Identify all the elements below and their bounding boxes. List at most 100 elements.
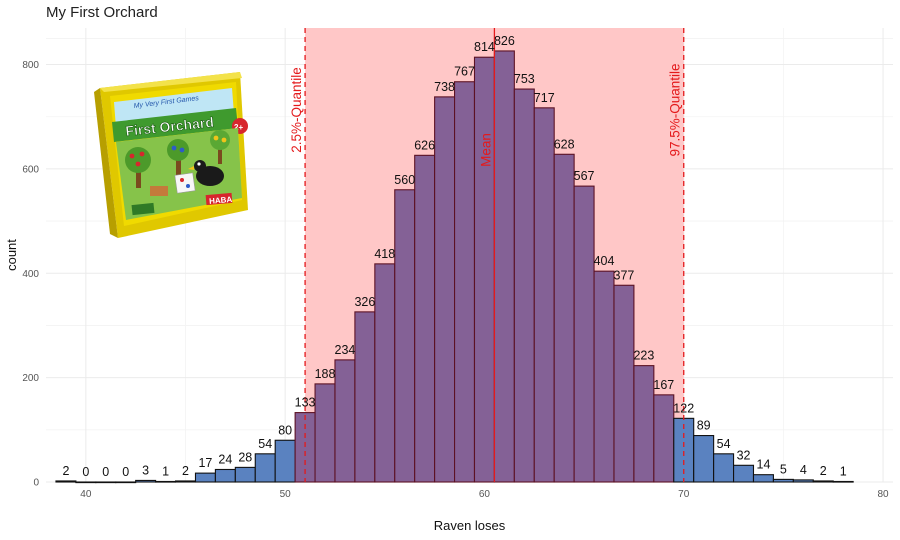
- bar-value-label: 626: [414, 138, 435, 152]
- histogram-bar: [394, 189, 416, 483]
- bar-value-label: 0: [102, 465, 109, 479]
- histogram-bar: [473, 56, 495, 483]
- reference-line-label: 2.5%-Quantile: [289, 67, 304, 153]
- histogram-bar: [513, 88, 535, 483]
- y-tick-label: 400: [22, 269, 39, 280]
- x-tick-label: 70: [678, 489, 690, 500]
- bar-value-label: 54: [717, 437, 731, 451]
- histogram-bar: [573, 185, 595, 483]
- histogram-bar: [454, 81, 476, 483]
- histogram-bar: [334, 359, 356, 483]
- reference-line-layer: 2.5%-Quantile Mean 97.5%-Quantile: [289, 28, 685, 482]
- histogram-bar: [693, 435, 715, 483]
- histogram-bar: [613, 284, 635, 483]
- bar-value-label: 28: [238, 450, 252, 464]
- bar-value-label: 717: [534, 91, 555, 105]
- histogram-bar: [174, 480, 197, 483]
- bar-value-label: 5: [780, 462, 787, 476]
- histogram-bar: [115, 481, 137, 484]
- bar-value-label: 54: [258, 437, 272, 451]
- bar-value-label: 188: [315, 367, 336, 381]
- reference-line-label: Mean: [478, 133, 493, 167]
- histogram-bar: [713, 453, 735, 483]
- bar-value-label: 14: [757, 458, 771, 472]
- histogram-bar: [493, 50, 515, 483]
- bar-label-layer: 2 0 0 0 3 1 217 24 28548013318823432641856062673…: [62, 34, 846, 479]
- x-tick-label: 80: [877, 489, 889, 500]
- bar-value-label: 2: [820, 464, 827, 478]
- bar-value-label: 0: [82, 465, 89, 479]
- bar-value-label: 377: [614, 268, 635, 282]
- bar-value-label: 767: [454, 65, 475, 79]
- histogram-bar: [194, 472, 216, 483]
- histogram-bar: [414, 154, 436, 483]
- bar-value-label: 1: [162, 464, 169, 478]
- x-tick-label: 40: [80, 489, 92, 500]
- bar-value-label: 2: [62, 464, 69, 478]
- bar-value-label: 17: [198, 456, 212, 470]
- game-box-image: My Very First Games First Orchard 2+ HAB…: [94, 72, 248, 238]
- bar-value-label: 122: [673, 401, 694, 415]
- y-tick-label: 800: [22, 60, 39, 71]
- histogram-bar: [234, 466, 256, 483]
- bar-value-label: 753: [514, 72, 535, 86]
- histogram-bar: [254, 453, 276, 483]
- bar-value-label: 223: [633, 349, 654, 363]
- bar-value-label: 738: [434, 80, 455, 94]
- box-brand: HABA: [209, 195, 233, 206]
- histogram-bar: [533, 107, 555, 483]
- y-tick-label: 0: [33, 478, 39, 489]
- histogram-bar: [354, 311, 376, 483]
- histogram-bar: [214, 468, 236, 483]
- histogram-bar: [633, 365, 655, 483]
- bar-value-label: 3: [142, 463, 149, 477]
- y-tick-label: 600: [22, 164, 39, 175]
- chart-title: My First Orchard: [46, 4, 158, 21]
- bar-value-label: 234: [335, 343, 356, 357]
- bar-value-label: 2: [182, 464, 189, 478]
- histogram-bar: [55, 480, 77, 483]
- bar-value-label: 32: [737, 448, 751, 462]
- histogram-bar: [274, 439, 296, 483]
- histogram-bar: [374, 263, 396, 483]
- histogram-bar: [95, 481, 117, 484]
- bar-value-label: 326: [354, 295, 375, 309]
- bar-value-label: 4: [800, 463, 807, 477]
- histogram-bar: [733, 464, 755, 483]
- x-tick-label: 50: [280, 489, 292, 500]
- bar-value-label: 0: [122, 465, 129, 479]
- bar-value-label: 133: [295, 396, 316, 410]
- y-axis-title: count: [4, 239, 19, 271]
- x-axis-title: Raven loses: [434, 518, 506, 533]
- bar-value-label: 167: [653, 378, 674, 392]
- histogram-bar: [812, 480, 834, 483]
- histogram-bar: [832, 480, 854, 483]
- histogram-bar: [553, 153, 575, 483]
- bar-value-label: 24: [218, 452, 232, 466]
- histogram-bar: [752, 474, 774, 483]
- histogram-bar: [772, 478, 794, 483]
- reference-line-label: 97.5%-Quantile: [668, 63, 683, 156]
- histogram-bar: [434, 96, 456, 483]
- histogram-bar: [593, 270, 615, 483]
- bar-value-label: 628: [554, 137, 575, 151]
- bar-layer: [55, 50, 854, 484]
- bar-value-label: 418: [374, 247, 395, 261]
- x-tick-label: 60: [479, 489, 491, 500]
- bar-value-label: 826: [494, 34, 515, 48]
- bar-value-label: 404: [594, 254, 615, 268]
- histogram-bar: [155, 480, 177, 483]
- bar-value-label: 567: [574, 169, 595, 183]
- bar-value-label: 560: [394, 173, 415, 187]
- histogram-bar: [653, 394, 675, 483]
- histogram-bar: [75, 481, 97, 484]
- bar-value-label: 89: [697, 419, 711, 433]
- y-tick-label: 200: [22, 373, 39, 384]
- bar-value-label: 80: [278, 423, 292, 437]
- bar-value-label: 1: [840, 464, 847, 478]
- box-age-badge: 2+: [234, 123, 243, 132]
- bar-value-label: 814: [474, 40, 495, 54]
- histogram-bar: [792, 479, 814, 483]
